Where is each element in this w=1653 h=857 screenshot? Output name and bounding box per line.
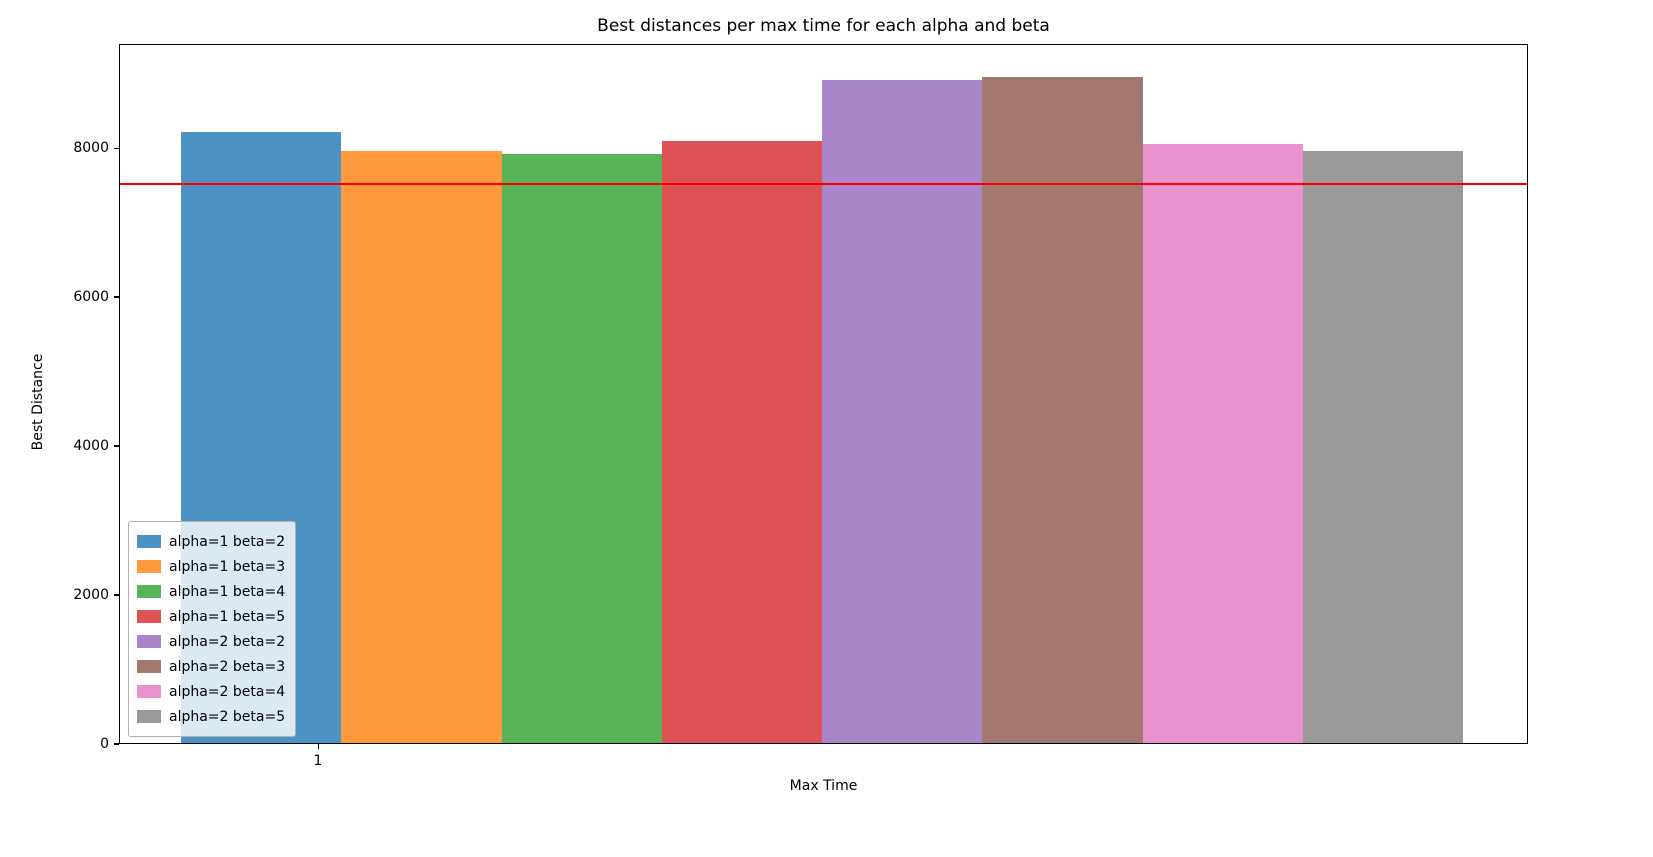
legend-label: alpha=1 beta=3 <box>169 558 286 575</box>
y-tick-mark <box>114 296 119 298</box>
legend-label: alpha=2 beta=5 <box>169 708 286 725</box>
legend-label: alpha=2 beta=4 <box>169 683 286 700</box>
x-axis-label: Max Time <box>789 778 858 794</box>
y-axis-label-text: Best Distance <box>30 353 46 451</box>
legend-item: alpha=2 beta=2 <box>137 629 285 654</box>
y-tick-label: 8000 <box>73 140 109 157</box>
legend-item: alpha=1 beta=2 <box>137 529 285 554</box>
legend-label: alpha=1 beta=4 <box>169 583 286 600</box>
legend-item: alpha=1 beta=4 <box>137 579 285 604</box>
reference-line <box>120 182 1527 185</box>
x-tick-label: 1 <box>313 753 323 769</box>
y-tick-mark <box>114 147 119 149</box>
bar <box>822 79 983 743</box>
legend-label: alpha=1 beta=2 <box>169 533 286 550</box>
bar <box>1142 144 1303 743</box>
plot-area: alpha=1 beta=2 alpha=1 beta=3 alpha=1 beta… <box>119 44 1528 744</box>
legend-item: alpha=2 beta=5 <box>137 704 285 729</box>
legend-swatch <box>137 610 161 623</box>
x-tick-mark <box>317 744 320 749</box>
chart-title: Best distances per max time for each alp… <box>597 16 1050 36</box>
legend-label: alpha=1 beta=5 <box>169 608 286 625</box>
legend-item: alpha=1 beta=3 <box>137 554 285 579</box>
legend-swatch <box>137 685 161 698</box>
y-tick-label: 4000 <box>73 438 109 455</box>
y-axis-label: Best Distance <box>30 305 46 451</box>
legend-label: alpha=2 beta=3 <box>169 658 286 675</box>
y-tick-mark <box>114 743 119 745</box>
legend-item: alpha=2 beta=3 <box>137 654 285 679</box>
legend-swatch <box>137 560 161 573</box>
legend-swatch <box>137 535 161 548</box>
bar <box>501 153 662 743</box>
legend-item: alpha=1 beta=5 <box>137 604 285 629</box>
legend-swatch <box>137 585 161 598</box>
bar <box>661 140 822 743</box>
legend-swatch <box>137 710 161 723</box>
y-tick-label: 6000 <box>73 289 109 306</box>
bar <box>982 76 1143 743</box>
y-tick-label: 0 <box>100 736 109 752</box>
y-tick-mark <box>114 594 119 596</box>
legend: alpha=1 beta=2 alpha=1 beta=3 alpha=1 beta… <box>128 521 297 737</box>
bar <box>341 150 502 743</box>
legend-swatch <box>137 660 161 673</box>
legend-label: alpha=2 beta=2 <box>169 633 286 650</box>
y-tick-mark <box>114 445 119 447</box>
legend-swatch <box>137 635 161 648</box>
bar <box>1302 150 1463 743</box>
y-tick-label: 2000 <box>73 587 109 604</box>
legend-item: alpha=2 beta=4 <box>137 679 285 704</box>
